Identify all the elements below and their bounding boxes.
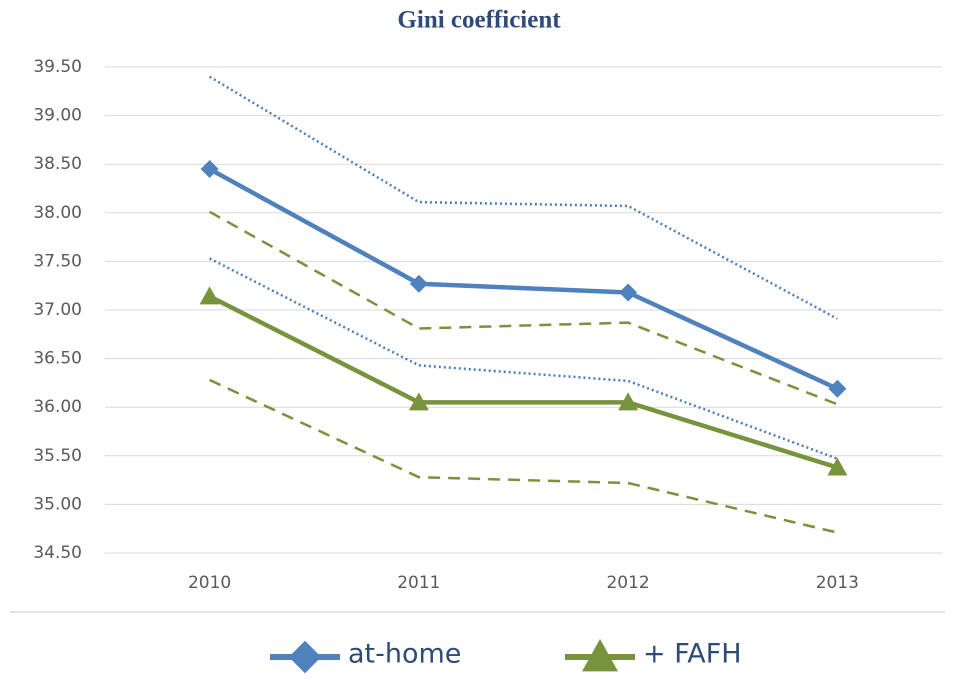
diamond-marker bbox=[828, 379, 847, 398]
y-tick-label: 36.50 bbox=[33, 349, 82, 369]
y-tick-label: 37.00 bbox=[33, 300, 82, 320]
diamond-marker bbox=[200, 160, 219, 179]
bound-line bbox=[209, 378, 838, 534]
x-tick-label: 2011 bbox=[397, 573, 440, 593]
series-line bbox=[208, 294, 839, 470]
y-tick-label: 35.50 bbox=[33, 446, 82, 466]
legend-label: + FAFH bbox=[643, 639, 742, 670]
series-line bbox=[208, 167, 839, 391]
triangle-marker bbox=[582, 639, 618, 672]
bound-line bbox=[209, 210, 838, 406]
x-tick-label: 2013 bbox=[816, 573, 859, 593]
triangle-marker bbox=[199, 286, 220, 305]
legend-label: at-home bbox=[348, 639, 461, 670]
bound-line bbox=[208, 75, 838, 320]
bound-line bbox=[209, 257, 838, 460]
chart-title: Gini coefficient bbox=[397, 7, 561, 34]
y-tick-label: 38.00 bbox=[33, 203, 82, 223]
triangle-marker bbox=[827, 457, 848, 476]
y-tick-label: 36.00 bbox=[33, 397, 82, 417]
diamond-marker bbox=[619, 283, 638, 302]
y-tick-label: 39.50 bbox=[33, 57, 82, 77]
y-tick-label: 34.50 bbox=[33, 543, 82, 563]
y-tick-label: 38.50 bbox=[33, 154, 82, 174]
x-tick-label: 2012 bbox=[606, 573, 649, 593]
diamond-marker bbox=[409, 274, 428, 293]
triangle-marker bbox=[408, 392, 429, 411]
y-tick-label: 35.00 bbox=[33, 494, 82, 514]
triangle-marker bbox=[618, 392, 639, 411]
y-tick-label: 39.00 bbox=[33, 106, 82, 126]
x-tick-label: 2010 bbox=[188, 573, 231, 593]
y-tick-label: 37.50 bbox=[33, 251, 82, 271]
diamond-marker bbox=[288, 640, 322, 674]
